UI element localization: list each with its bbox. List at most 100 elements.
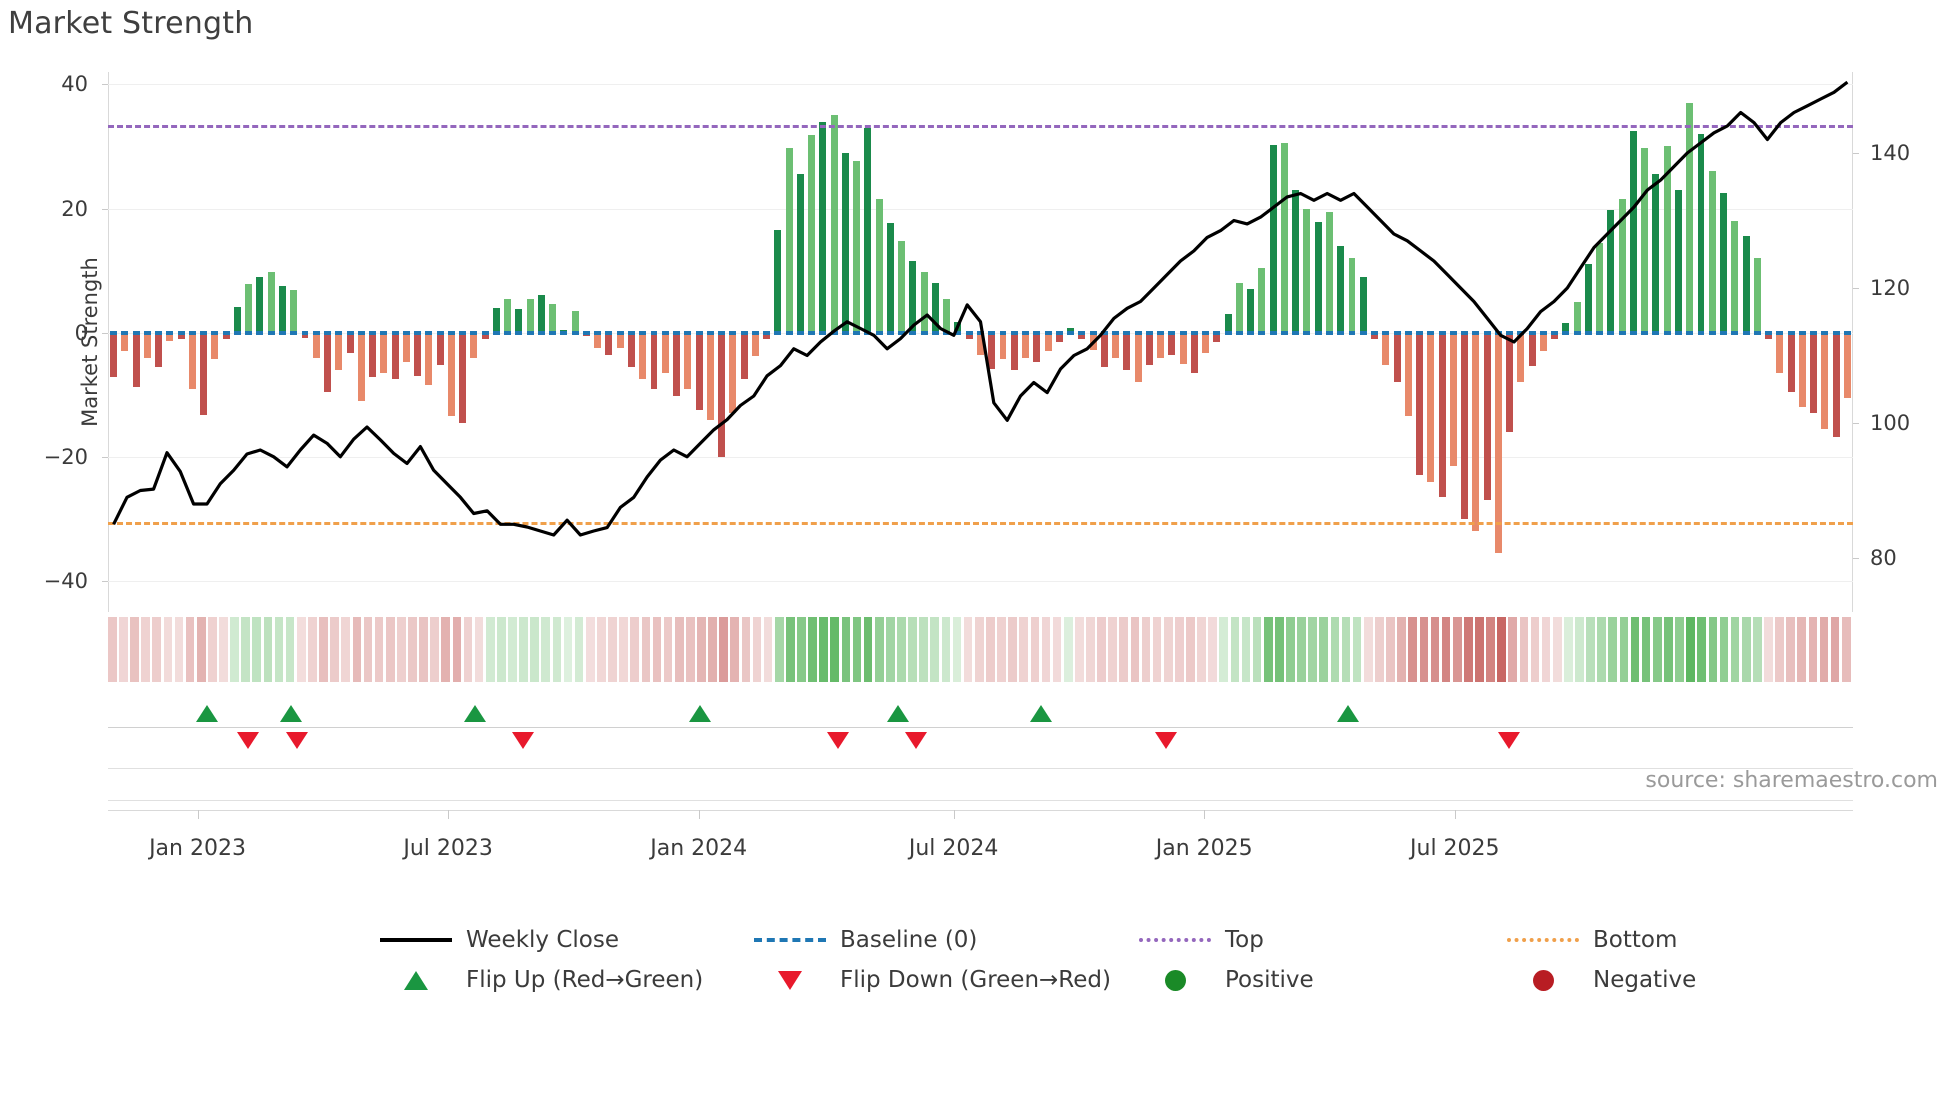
bar-negative[interactable] (1100, 332, 1108, 368)
bar-negative[interactable] (1472, 332, 1480, 532)
bar-positive[interactable] (1686, 103, 1694, 333)
bar-negative[interactable] (121, 332, 129, 352)
legend-item-bottom[interactable]: Bottom (1505, 920, 1677, 960)
bar-negative[interactable] (1202, 332, 1210, 353)
bar-negative[interactable] (1843, 332, 1851, 398)
bar-negative[interactable] (977, 332, 984, 356)
flip-down-marker[interactable] (826, 732, 849, 749)
bar-positive[interactable] (1269, 145, 1277, 333)
flip-down-marker[interactable] (1154, 732, 1177, 749)
bar-positive[interactable] (774, 229, 782, 333)
bar-positive[interactable] (1596, 242, 1604, 333)
bar-positive[interactable] (841, 152, 849, 333)
bar-negative[interactable] (1798, 332, 1806, 408)
bar-negative[interactable] (414, 332, 422, 377)
bar-positive[interactable] (1584, 264, 1592, 333)
bar-negative[interactable] (673, 332, 680, 396)
bar-positive[interactable] (1224, 314, 1232, 333)
bar-negative[interactable] (1821, 332, 1829, 429)
bar-positive[interactable] (245, 284, 253, 333)
bar-positive[interactable] (1326, 212, 1333, 333)
bar-negative[interactable] (166, 332, 174, 341)
bar-positive[interactable] (1292, 189, 1300, 333)
bar-negative[interactable] (200, 332, 208, 415)
bar-positive[interactable] (1753, 258, 1761, 333)
bar-negative[interactable] (1168, 332, 1176, 356)
bar-negative[interactable] (1765, 332, 1773, 339)
bar-positive[interactable] (920, 271, 928, 333)
bar-positive[interactable] (1652, 174, 1660, 333)
bar-positive[interactable] (864, 127, 872, 333)
bar-negative[interactable] (1506, 332, 1514, 432)
bar-negative[interactable] (177, 332, 185, 339)
bar-positive[interactable] (256, 276, 264, 333)
bar-negative[interactable] (661, 332, 669, 374)
flip-up-marker[interactable] (1030, 705, 1053, 722)
bar-positive[interactable] (808, 135, 816, 333)
bar-negative[interactable] (188, 332, 196, 389)
bar-positive[interactable] (886, 223, 894, 333)
bar-negative[interactable] (369, 332, 377, 378)
bar-positive[interactable] (1675, 189, 1682, 333)
bar-negative[interactable] (1494, 332, 1502, 554)
bar-positive[interactable] (943, 299, 951, 333)
bar-positive[interactable] (1280, 143, 1288, 333)
bar-positive[interactable] (571, 310, 579, 333)
bar-negative[interactable] (1371, 332, 1378, 339)
bar-negative[interactable] (1404, 332, 1412, 417)
bar-negative[interactable] (684, 332, 692, 389)
bar-positive[interactable] (492, 307, 500, 333)
bar-positive[interactable] (504, 298, 512, 333)
bar-negative[interactable] (143, 332, 151, 358)
bar-negative[interactable] (335, 332, 343, 370)
bar-negative[interactable] (1123, 332, 1131, 370)
flip-up-marker[interactable] (1336, 705, 1359, 722)
bar-positive[interactable] (1562, 323, 1570, 333)
bar-negative[interactable] (222, 332, 230, 339)
bar-negative[interactable] (459, 332, 467, 423)
flip-up-marker[interactable] (463, 705, 486, 722)
bar-negative[interactable] (1112, 332, 1120, 358)
bar-negative[interactable] (211, 332, 219, 359)
bar-negative[interactable] (965, 332, 973, 339)
flip-up-marker[interactable] (886, 705, 909, 722)
bar-negative[interactable] (447, 332, 455, 417)
bar-negative[interactable] (1517, 332, 1525, 383)
bar-negative[interactable] (740, 332, 748, 380)
bar-negative[interactable] (988, 332, 996, 369)
bar-positive[interactable] (1573, 301, 1581, 333)
bar-negative[interactable] (1022, 332, 1029, 358)
bar-positive[interactable] (898, 240, 906, 333)
bar-negative[interactable] (312, 332, 320, 358)
bar-negative[interactable] (1393, 332, 1401, 383)
bar-positive[interactable] (1337, 245, 1345, 333)
bar-negative[interactable] (425, 332, 433, 386)
bar-positive[interactable] (1663, 146, 1671, 333)
bar-positive[interactable] (233, 306, 241, 333)
bar-positive[interactable] (1067, 327, 1075, 333)
bar-negative[interactable] (1449, 332, 1457, 467)
flip-up-marker[interactable] (195, 705, 218, 722)
bar-positive[interactable] (279, 286, 286, 333)
legend-item-top[interactable]: Top (1137, 920, 1264, 960)
bar-positive[interactable] (1720, 193, 1727, 333)
bar-negative[interactable] (1134, 332, 1142, 383)
bar-negative[interactable] (594, 332, 602, 349)
bar-negative[interactable] (1787, 332, 1795, 392)
flip-down-marker[interactable] (285, 732, 308, 749)
bar-positive[interactable] (1742, 236, 1750, 333)
bar-negative[interactable] (481, 332, 489, 339)
legend-item-baseline[interactable]: Baseline (0) (752, 920, 977, 960)
bar-negative[interactable] (1539, 332, 1547, 352)
bar-positive[interactable] (1607, 209, 1615, 333)
bar-negative[interactable] (132, 332, 140, 388)
bar-negative[interactable] (380, 332, 388, 374)
bar-negative[interactable] (1483, 332, 1491, 501)
flip-down-marker[interactable] (511, 732, 534, 749)
bar-positive[interactable] (819, 121, 827, 333)
flip-up-marker[interactable] (689, 705, 712, 722)
bar-positive[interactable] (1303, 208, 1311, 333)
flip-down-marker[interactable] (1497, 732, 1520, 749)
bar-negative[interactable] (324, 332, 331, 392)
bar-positive[interactable] (931, 283, 939, 333)
